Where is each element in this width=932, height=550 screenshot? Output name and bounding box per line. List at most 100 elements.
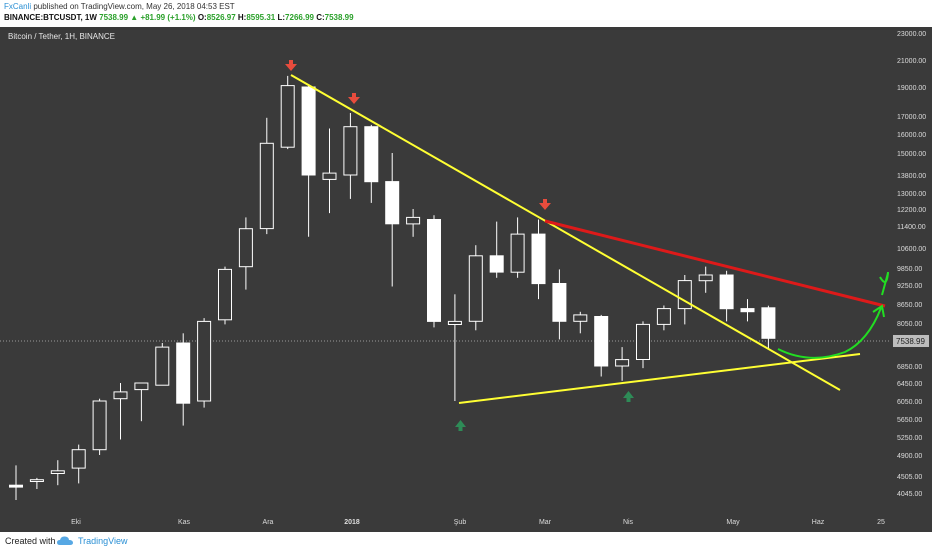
candle bbox=[50, 460, 65, 486]
symbol-label: BINANCE:BTCUSDT, 1W bbox=[4, 13, 97, 22]
candle bbox=[259, 117, 274, 235]
x-tick-label: Şub bbox=[454, 519, 467, 526]
candle-body-up bbox=[698, 274, 713, 282]
candle-body-up bbox=[447, 320, 462, 325]
projection-curve bbox=[777, 307, 882, 359]
y-tick-label: 16000.00 bbox=[897, 132, 926, 139]
candle-body-down bbox=[364, 126, 379, 183]
candle-body-down bbox=[594, 316, 609, 367]
y-tick-label: 8650.00 bbox=[897, 302, 922, 309]
candle-body-up bbox=[573, 314, 588, 322]
y-tick-label: 13800.00 bbox=[897, 173, 926, 180]
candle bbox=[301, 84, 316, 237]
x-tick-label: Ara bbox=[263, 519, 274, 526]
y-tick-label: 15000.00 bbox=[897, 151, 926, 158]
y-tick-label: 6050.00 bbox=[897, 399, 922, 406]
candle-body-down bbox=[719, 274, 734, 310]
author-link[interactable]: FxCanli bbox=[4, 2, 32, 11]
open-value: 8526.97 bbox=[206, 13, 236, 22]
symbol-info: BINANCE:BTCUSDT, 1W 7538.99 ▲ +81.99 (+1… bbox=[4, 13, 354, 22]
chart-header: FxCanli published on TradingView.com, Ma… bbox=[0, 0, 932, 26]
candle bbox=[29, 477, 44, 489]
candle bbox=[468, 245, 483, 331]
y-tick-label: 6450.00 bbox=[897, 381, 922, 388]
y-tick-label: 5250.00 bbox=[897, 435, 922, 442]
candle bbox=[280, 75, 295, 150]
open-label: O: bbox=[197, 13, 207, 22]
resistance-line bbox=[544, 219, 886, 308]
candle-body-up bbox=[92, 400, 107, 451]
candle-body-up bbox=[322, 172, 337, 180]
candle-body-up bbox=[656, 308, 671, 325]
candle-body-down bbox=[531, 233, 546, 285]
candle-body-up bbox=[280, 85, 295, 148]
candle-body-up bbox=[510, 233, 525, 273]
candle bbox=[740, 299, 755, 322]
candle-body-up bbox=[50, 470, 65, 474]
y-tick-label: 9250.00 bbox=[897, 283, 922, 290]
candle-body-up bbox=[71, 449, 86, 469]
candle-body-down bbox=[761, 307, 776, 339]
created-with-text: Created with bbox=[5, 536, 56, 546]
price-chart[interactable]: Bitcoin / Tether, 1H, BINANCE 23000.00 21… bbox=[0, 27, 932, 532]
candle-body-up bbox=[468, 255, 483, 322]
sell-arrow-icon bbox=[285, 60, 297, 71]
candle bbox=[615, 347, 630, 381]
x-tick-label: Kas bbox=[178, 519, 191, 526]
x-tick-label: Mar bbox=[539, 519, 552, 526]
candle bbox=[197, 318, 212, 408]
ascending-support-line bbox=[458, 353, 861, 404]
current-price-tag bbox=[893, 335, 929, 347]
sell-arrow-icon bbox=[539, 199, 551, 210]
y-tick-label: 10600.00 bbox=[897, 246, 926, 253]
y-tick-label: 12200.00 bbox=[897, 207, 926, 214]
tradingview-link[interactable]: TradingView bbox=[78, 536, 128, 546]
close-value: 7538.99 bbox=[324, 13, 354, 22]
candle-body-up bbox=[197, 320, 212, 402]
candle bbox=[594, 314, 609, 377]
publish-info: FxCanli published on TradingView.com, Ma… bbox=[4, 2, 235, 11]
low-value: 7266.99 bbox=[285, 13, 314, 22]
low-label: L: bbox=[277, 13, 286, 22]
outer-arrow-shaft bbox=[881, 272, 889, 296]
y-tick-label: 11400.00 bbox=[897, 224, 926, 231]
high-label: H: bbox=[237, 13, 247, 22]
candle bbox=[427, 215, 441, 328]
candle bbox=[719, 270, 734, 322]
candle-body-down bbox=[489, 255, 504, 273]
candle bbox=[218, 266, 232, 325]
close-label: C: bbox=[316, 13, 325, 22]
high-value: 8595.31 bbox=[246, 13, 276, 22]
x-tick-label: Haz bbox=[812, 519, 825, 526]
last-price: 7538.99 bbox=[99, 13, 129, 22]
y-tick-label: 23000.00 bbox=[897, 31, 926, 38]
candle bbox=[134, 382, 149, 422]
published-text: published on TradingView.com, May 26, 20… bbox=[33, 2, 235, 11]
candle-body-up bbox=[406, 216, 421, 225]
candle bbox=[238, 217, 253, 290]
candle-body-down bbox=[301, 86, 316, 176]
y-tick-label: 17000.00 bbox=[897, 114, 926, 121]
candle-body-down bbox=[552, 283, 567, 322]
candle bbox=[510, 217, 525, 278]
up-triangle-icon: ▲ bbox=[130, 13, 139, 22]
descending-trendline bbox=[290, 74, 841, 391]
candle bbox=[92, 398, 107, 455]
y-tick-label: 6850.00 bbox=[897, 364, 922, 371]
candle bbox=[113, 383, 128, 440]
candle-body-up bbox=[259, 142, 274, 230]
y-tick-label: 21000.00 bbox=[897, 58, 926, 65]
candle-body-down bbox=[740, 308, 755, 313]
candle-body-up bbox=[677, 280, 692, 310]
chart-area[interactable]: Bitcoin / Tether, 1H, BINANCE 23000.00 21… bbox=[0, 27, 932, 532]
projection-arrowhead bbox=[872, 304, 885, 318]
candle bbox=[447, 294, 462, 401]
candle bbox=[406, 209, 421, 237]
tradingview-cloud-icon bbox=[57, 536, 73, 545]
current-price-label: 7538.99 bbox=[896, 337, 925, 346]
footer: Created with TradingView bbox=[0, 533, 932, 550]
candle-body-up bbox=[343, 126, 358, 176]
candle-body-up bbox=[636, 323, 650, 360]
candle bbox=[698, 266, 713, 293]
y-tick-label: 13000.00 bbox=[897, 191, 926, 198]
